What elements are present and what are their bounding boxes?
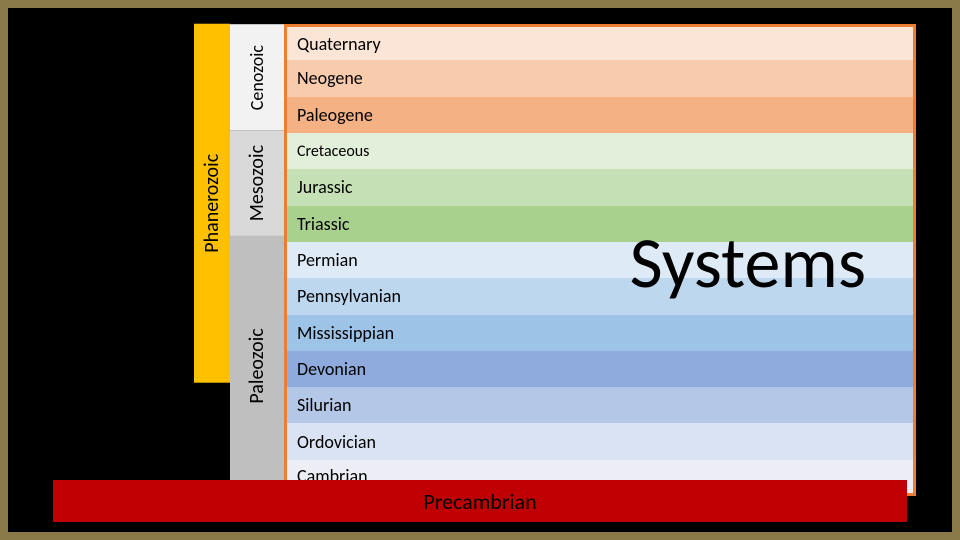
period-permian: Permian	[284, 242, 916, 278]
slide-frame: Phanerozoic CenozoicMesozoicPaleozoic Qu…	[8, 8, 952, 532]
period-devonian: Devonian	[284, 351, 916, 387]
era-column: CenozoicMesozoicPaleozoic	[230, 24, 284, 496]
period-ordovician: Ordovician	[284, 423, 916, 459]
period-pennsylvanian: Pennsylvanian	[284, 278, 916, 314]
timescale-chart: Phanerozoic CenozoicMesozoicPaleozoic Qu…	[194, 24, 916, 496]
period-quaternary: Quaternary	[284, 24, 916, 60]
eon-column: Phanerozoic	[194, 24, 230, 496]
period-neogene: Neogene	[284, 60, 916, 96]
period-triassic: Triassic	[284, 206, 916, 242]
period-cretaceous: Cretaceous	[284, 133, 916, 169]
era-paleozoic: Paleozoic	[230, 236, 284, 496]
precambrian-label: Precambrian	[423, 488, 536, 515]
period-jurassic: Jurassic	[284, 169, 916, 205]
periods-column: QuaternaryNeogenePaleogeneCretaceousJura…	[284, 24, 916, 496]
period-mississippian: Mississippian	[284, 315, 916, 351]
precambrian-bar: Precambrian	[53, 480, 907, 522]
era-cenozoic: Cenozoic	[230, 24, 284, 130]
eon-phanerozoic: Phanerozoic	[194, 24, 230, 383]
period-silurian: Silurian	[284, 387, 916, 423]
period-paleogene: Paleogene	[284, 97, 916, 133]
era-mesozoic: Mesozoic	[230, 130, 284, 236]
